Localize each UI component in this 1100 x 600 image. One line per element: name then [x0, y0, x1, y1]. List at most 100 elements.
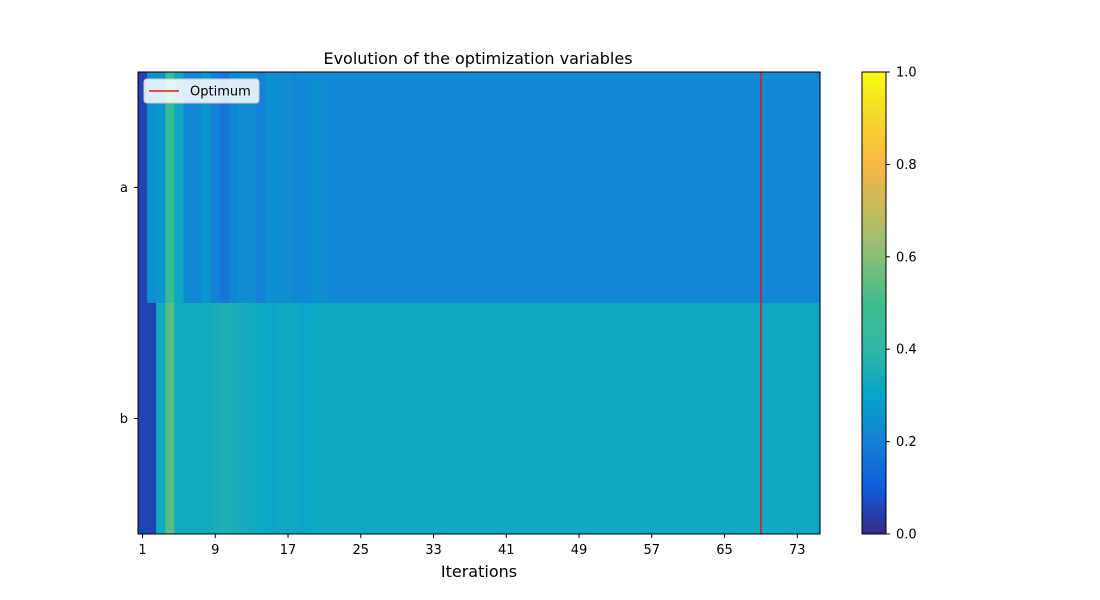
heatmap-cell: [492, 303, 503, 534]
legend-box: [143, 78, 260, 104]
heatmap-cell: [538, 72, 548, 303]
heatmap-cell: [701, 303, 712, 534]
heatmap-cell: [565, 72, 576, 303]
plot-frame: [137, 71, 821, 535]
heatmap-cell: [801, 303, 812, 534]
heatmap-cell: [583, 303, 594, 534]
heatmap-cell: [147, 303, 157, 534]
heatmap-cell: [283, 72, 294, 303]
y-tick-label: b: [120, 412, 128, 427]
heatmap-cell: [638, 72, 648, 303]
x-tick-label: 17: [280, 543, 297, 558]
x-tick-label: 49: [571, 543, 588, 558]
heatmap-cell: [383, 72, 394, 303]
heatmap-cell: [238, 72, 248, 303]
heatmap-cell: [365, 72, 376, 303]
heatmap-cell: [183, 72, 194, 303]
heatmap-cell: [601, 72, 612, 303]
heatmap-cell: [174, 72, 185, 303]
colorbar-tick-label: 0.2: [896, 435, 917, 450]
heatmap-cell: [310, 303, 321, 534]
heatmap-cell: [574, 72, 585, 303]
heatmap-cell: [619, 72, 630, 303]
heatmap-cell: [219, 303, 230, 534]
heatmap-cell: [810, 303, 821, 534]
x-axis: 1 9 17 25 33 41 49 57 65 73: [138, 534, 806, 558]
heatmap-cell: [210, 72, 221, 303]
heatmap-cell: [438, 303, 448, 534]
heatmap-cell: [774, 303, 785, 534]
heatmap-cell: [419, 303, 430, 534]
heatmap-cell: [192, 303, 203, 534]
heatmap-cell: [138, 303, 148, 534]
colorbar-tick-label: 0.4: [896, 343, 917, 358]
heatmap-cell: [738, 303, 748, 534]
heatmap-cell: [519, 303, 530, 534]
chart-title: Evolution of the optimization variables: [323, 49, 632, 68]
heatmap-cell: [219, 72, 230, 303]
heatmap-cell: [547, 303, 557, 534]
heatmap-cell: [138, 72, 148, 303]
heatmap-cell: [438, 72, 448, 303]
heatmap-cell: [792, 303, 803, 534]
heatmap-cell: [747, 72, 757, 303]
x-tick-label: 33: [425, 543, 442, 558]
heatmap-cell: [338, 303, 348, 534]
x-axis-label: Iterations: [441, 562, 517, 581]
heatmap-cell: [210, 303, 221, 534]
x-tick-label: 65: [716, 543, 733, 558]
heatmap-cell: [419, 72, 430, 303]
heatmap-cell: [629, 72, 639, 303]
heatmap-cell: [629, 303, 639, 534]
y-tick-label: a: [120, 181, 128, 196]
heatmap-cell: [483, 72, 494, 303]
x-tick-label: 57: [643, 543, 660, 558]
heatmap-cell: [474, 303, 485, 534]
heatmap-cell: [729, 72, 739, 303]
heatmap-cell: [265, 303, 275, 534]
heatmap-cell: [447, 72, 457, 303]
legend-label-optimum: Optimum: [190, 85, 251, 100]
heatmap-cell: [356, 303, 366, 534]
heatmap-cell: [692, 72, 703, 303]
heatmap-cells: [138, 72, 821, 534]
heatmap-cell: [228, 72, 239, 303]
heatmap-cell: [383, 303, 394, 534]
y-axis: ab: [120, 181, 138, 427]
heatmap-cell: [656, 303, 667, 534]
x-tick-label: 73: [789, 543, 806, 558]
heatmap-cell: [301, 303, 312, 534]
heatmap-cell: [465, 303, 476, 534]
heatmap-cell: [283, 303, 294, 534]
heatmap-cell: [547, 72, 557, 303]
heatmap-cell: [165, 303, 175, 534]
heatmap-cell: [147, 72, 157, 303]
heatmap-cell: [638, 303, 648, 534]
heatmap-cell: [565, 303, 576, 534]
heatmap-cell: [156, 72, 166, 303]
heatmap-cell: [610, 72, 621, 303]
heatmap-cell: [738, 72, 748, 303]
heatmap-cell: [510, 303, 521, 534]
heatmap-cell: [665, 303, 676, 534]
heatmap-cell: [410, 303, 421, 534]
colorbar-tick-label: 0.8: [896, 158, 917, 173]
heatmap-cell: [474, 72, 485, 303]
legend: Optimum: [143, 78, 260, 104]
heatmap-cell: [501, 72, 512, 303]
heatmap-cell: [292, 72, 303, 303]
heatmap-cell: [674, 72, 685, 303]
heatmap-cell: [647, 303, 657, 534]
heatmap-cell: [583, 72, 594, 303]
x-tick-label: 25: [353, 543, 370, 558]
heatmap-cell: [774, 72, 785, 303]
heatmap-cell: [683, 72, 694, 303]
heatmap-cell: [174, 303, 185, 534]
heatmap-cell: [156, 303, 166, 534]
heatmap-cell: [401, 72, 412, 303]
heatmap-cell: [574, 303, 585, 534]
heatmap-cell: [483, 303, 494, 534]
heatmap-cell: [310, 72, 321, 303]
heatmap-cell: [192, 72, 203, 303]
heatmap-cell: [765, 72, 776, 303]
